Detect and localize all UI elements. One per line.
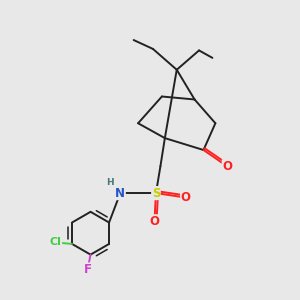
Text: S: S: [152, 187, 160, 200]
Text: H: H: [106, 178, 114, 187]
Text: O: O: [222, 160, 232, 173]
Text: O: O: [181, 191, 191, 204]
Text: O: O: [149, 215, 160, 228]
Text: N: N: [115, 187, 125, 200]
Text: F: F: [84, 263, 92, 276]
Text: Cl: Cl: [50, 237, 62, 248]
